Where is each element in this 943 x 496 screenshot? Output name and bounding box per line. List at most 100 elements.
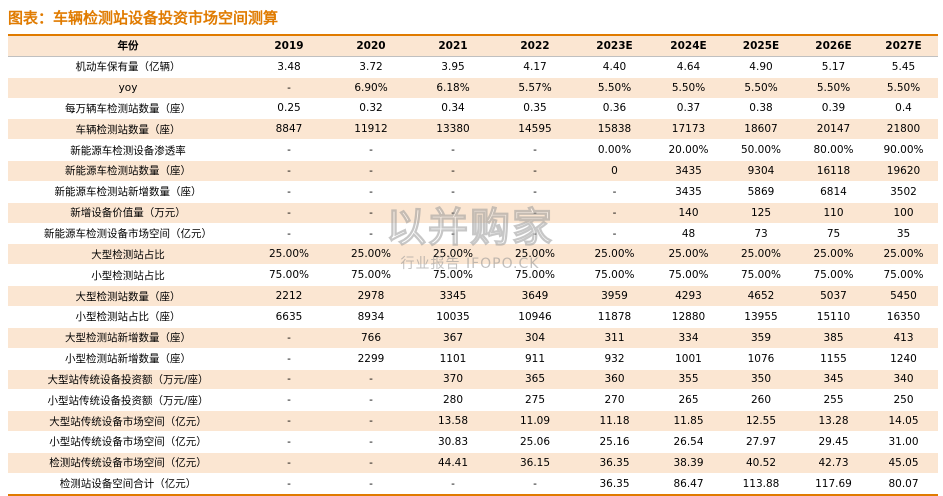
table-cell: 3.95 [412, 56, 494, 78]
table-cell: 0.4 [869, 98, 938, 120]
table-cell: 36.15 [494, 452, 576, 474]
table-cell: 8934 [330, 306, 412, 328]
table-cell: 932 [576, 348, 653, 370]
table-cell: - [494, 160, 576, 182]
table-cell: 345 [798, 369, 869, 391]
table-cell: 75.00% [576, 264, 653, 287]
table-cell: 6.18% [412, 77, 494, 99]
row-label: 每万辆车检测站数量（座） [8, 98, 248, 120]
table-cell: 13.28 [798, 410, 869, 433]
table-cell: 16118 [798, 160, 869, 182]
table-cell: 29.45 [798, 431, 869, 453]
table-cell: 5.17 [798, 56, 869, 78]
table-cell: 5.50% [653, 77, 724, 99]
table-cell: 6.90% [330, 77, 412, 99]
table-cell: 10035 [412, 306, 494, 328]
table-cell: 4.90 [724, 56, 798, 78]
table-cell: 14595 [494, 118, 576, 141]
table-row: yoy -6.90% 6.18% 5.57% 5.50% 5.50% 5.50% 5.50% 5… [8, 77, 938, 99]
table-cell: 5.50% [724, 77, 798, 99]
row-label: 机动车保有量（亿辆） [8, 56, 248, 78]
table-cell: - [248, 369, 330, 391]
row-label: 新能源车检测站数量（座） [8, 160, 248, 182]
table-cell: 86.47 [653, 473, 724, 496]
table-cell: 2299 [330, 348, 412, 370]
table-cell: - [412, 160, 494, 182]
table-cell: 0 [576, 160, 653, 182]
table-cell: - [494, 181, 576, 203]
table-body: 机动车保有量（亿辆） 3.48 3.72 3.95 4.17 4.40 4.64 4.90 5.… [8, 56, 938, 496]
table-cell: 110 [798, 202, 869, 224]
table-cell: 50.00% [724, 139, 798, 162]
table-cell: 280 [412, 389, 494, 412]
table-cell: - [330, 431, 412, 453]
table-cell: - [248, 223, 330, 245]
table-row: 小型检测站占比 75.00% 75.00% 75.00% 75.00% 75.00% 75.… [8, 264, 938, 287]
table-cell: 75.00% [412, 264, 494, 287]
table-header-row: 年份 2019 2020 2021 2022 2023E 2024E 2025E 2026E 20… [8, 36, 938, 57]
table-cell: - [412, 223, 494, 245]
table-cell: 340 [869, 369, 938, 391]
table-cell: - [330, 139, 412, 162]
table-cell: 75.00% [653, 264, 724, 287]
table-cell: 25.00% [330, 243, 412, 266]
table-cell: 38.39 [653, 452, 724, 474]
table-cell: - [412, 139, 494, 162]
table-row: 检测站传统设备市场空间（亿元） - -44.41 36.15 36.35 38.39 40.… [8, 452, 938, 474]
table-row: 大型检测站数量（座） 2212 2978 3345 3649 3959 4293 4652 50… [8, 285, 938, 307]
table-cell: 5.50% [798, 77, 869, 99]
table-cell: 25.00% [494, 243, 576, 266]
table-cell: - [248, 348, 330, 370]
table-cell: 5.50% [869, 77, 938, 99]
table-cell: 20147 [798, 118, 869, 141]
table-cell: 1155 [798, 348, 869, 370]
table-cell: 13.58 [412, 410, 494, 433]
header-cell-year: 2022 [494, 36, 576, 57]
table-row: 新能源车检测设备市场空间（亿元） - - - - -48 73 75 35 [8, 223, 938, 245]
table-cell: 11.18 [576, 410, 653, 433]
table-row: 小型检测站新增数量（座） -2299 1101 911 932 1001 1076 1155 1… [8, 348, 938, 370]
table-cell: - [494, 202, 576, 224]
table-cell: 75 [798, 223, 869, 245]
table-cell: 3435 [653, 160, 724, 182]
table-cell: 75.00% [724, 264, 798, 287]
table-cell: 21800 [869, 118, 938, 141]
table-cell: - [576, 181, 653, 203]
table-cell: 11.85 [653, 410, 724, 433]
header-cell-year: 2021 [412, 36, 494, 57]
table-cell: 0.36 [576, 98, 653, 120]
header-cell-year: 2023E [576, 36, 653, 57]
table-cell: 15838 [576, 118, 653, 141]
page-title: 图表：车辆检测站设备投资市场空间测算 [8, 9, 279, 27]
table-cell: 75.00% [330, 264, 412, 287]
row-label: 小型检测站新增数量（座） [8, 348, 248, 370]
table-cell: 16350 [869, 306, 938, 328]
row-label: 小型站传统设备投资额（万元/座） [8, 389, 248, 412]
table-cell: 265 [653, 389, 724, 412]
table-cell: 11878 [576, 306, 653, 328]
table-cell: 8847 [248, 118, 330, 141]
header-cell-year: 2024E [653, 36, 724, 57]
table-cell: - [330, 202, 412, 224]
table-cell: 367 [412, 327, 494, 349]
table-cell: 25.00% [576, 243, 653, 266]
table-cell: 3435 [653, 181, 724, 203]
table-cell: 0.37 [653, 98, 724, 120]
table-row: 新增设备价值量（万元） - - - - -140 125 110 100 [8, 202, 938, 224]
table-cell: 5.50% [576, 77, 653, 99]
row-label: 小型站传统设备市场空间（亿元） [8, 431, 248, 453]
row-label: 新能源车检测设备渗透率 [8, 139, 248, 162]
table-cell: 0.39 [798, 98, 869, 120]
table-cell: 3502 [869, 181, 938, 203]
table-cell: 15110 [798, 306, 869, 328]
table-row: 大型检测站占比 25.00% 25.00% 25.00% 25.00% 25.00% 25.… [8, 243, 938, 266]
table-cell: 11.09 [494, 410, 576, 433]
table-cell: 355 [653, 369, 724, 391]
table-cell: 11912 [330, 118, 412, 141]
table-cell: 117.69 [798, 473, 869, 496]
table-cell: 9304 [724, 160, 798, 182]
table-cell: 75.00% [248, 264, 330, 287]
row-label: 小型检测站占比 [8, 264, 248, 287]
row-label: 大型检测站新增数量（座） [8, 327, 248, 349]
table-cell: 80.00% [798, 139, 869, 162]
